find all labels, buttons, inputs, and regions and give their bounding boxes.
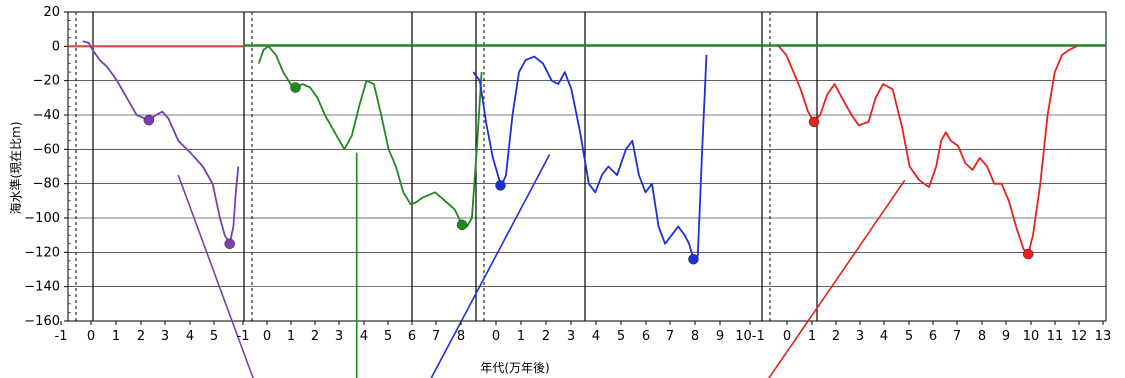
- x-tick-label: 6: [642, 329, 650, 344]
- y-tick-label: −100: [24, 211, 60, 226]
- series-line-purple: [82, 40, 240, 245]
- series-lines: [82, 40, 1077, 261]
- y-tick-label: 20: [43, 5, 60, 20]
- series-line-blue: [472, 54, 708, 261]
- x-tick-label: 3: [567, 329, 575, 344]
- x-tick-label: 0: [492, 329, 500, 344]
- marker-green: [290, 82, 301, 93]
- x-tick-label: 2: [542, 329, 550, 344]
- trend-line: [177, 174, 254, 378]
- marker-red: [1022, 248, 1034, 260]
- x-tick-label: 7: [666, 329, 674, 344]
- x-tick-label: 7: [953, 329, 961, 344]
- x-tick-label: 8: [457, 329, 465, 344]
- x-tick-label: 0: [87, 329, 95, 344]
- y-tick-label: −60: [33, 142, 60, 157]
- x-tick-label: 1: [517, 329, 525, 344]
- x-tick-label: 5: [384, 329, 392, 344]
- series-line-green: [257, 45, 483, 228]
- x-tick-label: 4: [360, 329, 368, 344]
- x-tick-label: -1: [237, 329, 250, 344]
- x-tick-label: 5: [905, 329, 913, 344]
- x-tick-label: 1: [112, 329, 120, 344]
- x-tick-label: 11: [1047, 329, 1064, 344]
- marker-blue: [688, 253, 699, 265]
- trend-lines: [177, 152, 906, 378]
- y-tick-labels: 20 0 −20 −40 −60 −80 −100 −120 −140 −160: [24, 5, 60, 329]
- trend-line: [767, 179, 906, 378]
- x-tick-label: 0: [263, 329, 271, 344]
- x-tick-label: 1: [808, 329, 816, 344]
- x-tick-label: 12: [1071, 329, 1088, 344]
- panel-frames: [67, 11, 1107, 322]
- x-tick-label: 9: [1002, 329, 1010, 344]
- marker-purple: [224, 238, 235, 249]
- y-tick-label: −140: [24, 280, 60, 295]
- x-tick-label: 10-1: [735, 329, 765, 344]
- y-tick-label: 0: [52, 39, 60, 54]
- marker-blue: [495, 180, 506, 191]
- y-tick-label: −80: [33, 177, 60, 192]
- marker-green: [456, 219, 468, 231]
- series-markers: [143, 82, 1034, 265]
- y-tick-label: −40: [33, 108, 60, 123]
- y-tick-label: −160: [24, 314, 60, 329]
- x-axis-label: 年代(万年後): [480, 361, 549, 375]
- trend-line: [430, 154, 551, 378]
- x-tick-label: 1: [287, 329, 295, 344]
- x-tick-label: 8: [978, 329, 986, 344]
- x-tick-label: 2: [832, 329, 840, 344]
- x-tick-label: 6: [929, 329, 937, 344]
- x-tick-label: 2: [137, 329, 145, 344]
- x-tick-labels: -1 0 1 2 3 4 5 -1 0 1 2 3 4 5 6 7 8 0 1 2 3 4 5 6 7 8 9 10-1 0 1 2 3 4 5 6…: [55, 321, 1112, 344]
- x-tick-label: 4: [186, 329, 194, 344]
- x-tick-label: 4: [592, 329, 600, 344]
- x-tick-label: 0: [783, 329, 791, 344]
- x-tick-label: 5: [210, 329, 218, 344]
- marker-purple: [143, 114, 155, 126]
- y-axis-label: 海水準(現在比m): [8, 121, 23, 214]
- x-tick-label: -1: [55, 329, 68, 344]
- baselines: [68, 44, 1106, 48]
- x-tick-label: 2: [311, 329, 319, 344]
- x-tick-label: 3: [335, 329, 343, 344]
- x-tick-label: 3: [856, 329, 864, 344]
- x-tick-label: 10: [1023, 329, 1040, 344]
- x-tick-label: 4: [880, 329, 888, 344]
- y-tick-label: −20: [33, 74, 60, 89]
- x-tick-label: 6: [408, 329, 416, 344]
- y-tick-label: −120: [24, 245, 60, 260]
- x-tick-label: 13: [1095, 329, 1112, 344]
- x-tick-label: 3: [161, 329, 169, 344]
- x-tick-label: 5: [617, 329, 625, 344]
- x-tick-label: 8: [691, 329, 699, 344]
- x-tick-label: 9: [716, 329, 724, 344]
- plot-border: [67, 11, 1107, 322]
- series-line-red: [778, 45, 1077, 256]
- x-tick-label: 7: [432, 329, 440, 344]
- marker-red: [808, 116, 820, 128]
